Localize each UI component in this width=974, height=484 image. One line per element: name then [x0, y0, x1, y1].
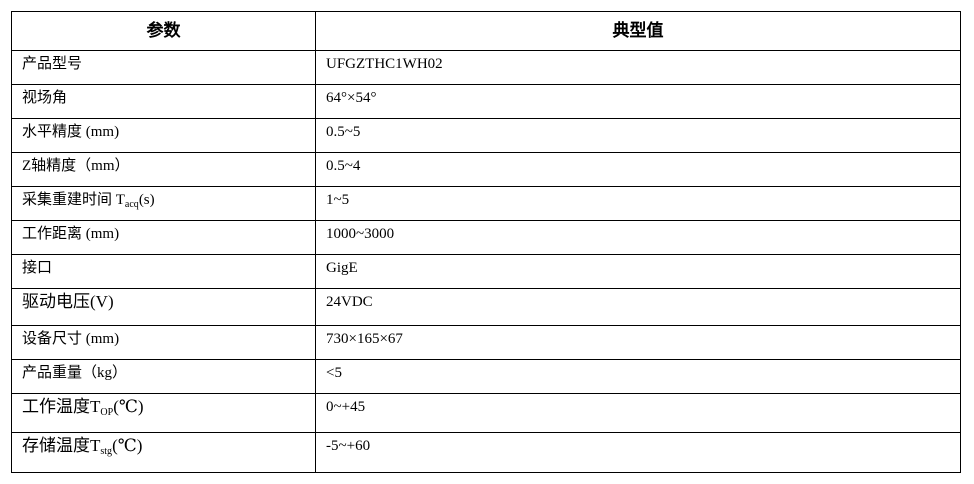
value-cell: GigE — [315, 254, 961, 289]
param-cell: Z轴精度（mm） — [11, 152, 316, 187]
param-cell: 工作温度TOP(℃) — [11, 393, 316, 433]
value-cell: 64°×54° — [315, 84, 961, 119]
param-suffix: (s) — [138, 192, 155, 208]
param-subscript: stg — [100, 446, 113, 457]
param-cell: 采集重建时间 Tacq(s) — [11, 186, 316, 221]
param-cell: 设备尺寸 (mm) — [11, 325, 316, 360]
table-row: 产品型号 UFGZTHC1WH02 — [11, 50, 961, 85]
param-cell: 接口 — [11, 254, 316, 289]
value-cell: 0.5~5 — [315, 118, 961, 153]
value-cell: -5~+60 — [315, 432, 961, 473]
header-row: 参数 典型值 — [11, 11, 961, 51]
value-cell: <5 — [315, 359, 961, 394]
value-cell: 1000~3000 — [315, 220, 961, 255]
param-cell: 视场角 — [11, 84, 316, 119]
table-row: 采集重建时间 Tacq(s) 1~5 — [11, 186, 961, 221]
table-row: 存储温度Tstg(℃) -5~+60 — [11, 432, 961, 473]
table-row: 工作温度TOP(℃) 0~+45 — [11, 393, 961, 433]
value-cell: 24VDC — [315, 288, 961, 326]
param-suffix: (℃) — [112, 436, 143, 455]
param-cell: 产品型号 — [11, 50, 316, 85]
header-param: 参数 — [11, 11, 316, 51]
param-cell: 产品重量（kg） — [11, 359, 316, 394]
table-row: 驱动电压(V) 24VDC — [11, 288, 961, 326]
value-cell: 730×165×67 — [315, 325, 961, 360]
table-row: 工作距离 (mm) 1000~3000 — [11, 220, 961, 255]
param-text: 采集重建时间 T — [22, 192, 125, 208]
param-subscript: OP — [100, 407, 114, 418]
value-cell: UFGZTHC1WH02 — [315, 50, 961, 85]
value-cell: 0.5~4 — [315, 152, 961, 187]
param-cell: 水平精度 (mm) — [11, 118, 316, 153]
table-row: 产品重量（kg） <5 — [11, 359, 961, 394]
param-suffix: (℃) — [113, 397, 144, 416]
value-cell: 0~+45 — [315, 393, 961, 433]
table-row: Z轴精度（mm） 0.5~4 — [11, 152, 961, 187]
value-cell: 1~5 — [315, 186, 961, 221]
param-cell: 驱动电压(V) — [11, 288, 316, 326]
param-text: 存储温度T — [22, 436, 101, 455]
table-row: 水平精度 (mm) 0.5~5 — [11, 118, 961, 153]
param-subscript: acq — [124, 199, 139, 210]
param-cell: 存储温度Tstg(℃) — [11, 432, 316, 473]
header-value: 典型值 — [315, 11, 961, 51]
param-cell: 工作距离 (mm) — [11, 220, 316, 255]
param-text: 工作温度T — [22, 397, 101, 416]
table-row: 接口 GigE — [11, 254, 961, 289]
spec-table: 参数 典型值 产品型号 UFGZTHC1WH02 视场角 64°×54° 水平精… — [11, 11, 961, 473]
table-row: 设备尺寸 (mm) 730×165×67 — [11, 325, 961, 360]
table-row: 视场角 64°×54° — [11, 84, 961, 119]
